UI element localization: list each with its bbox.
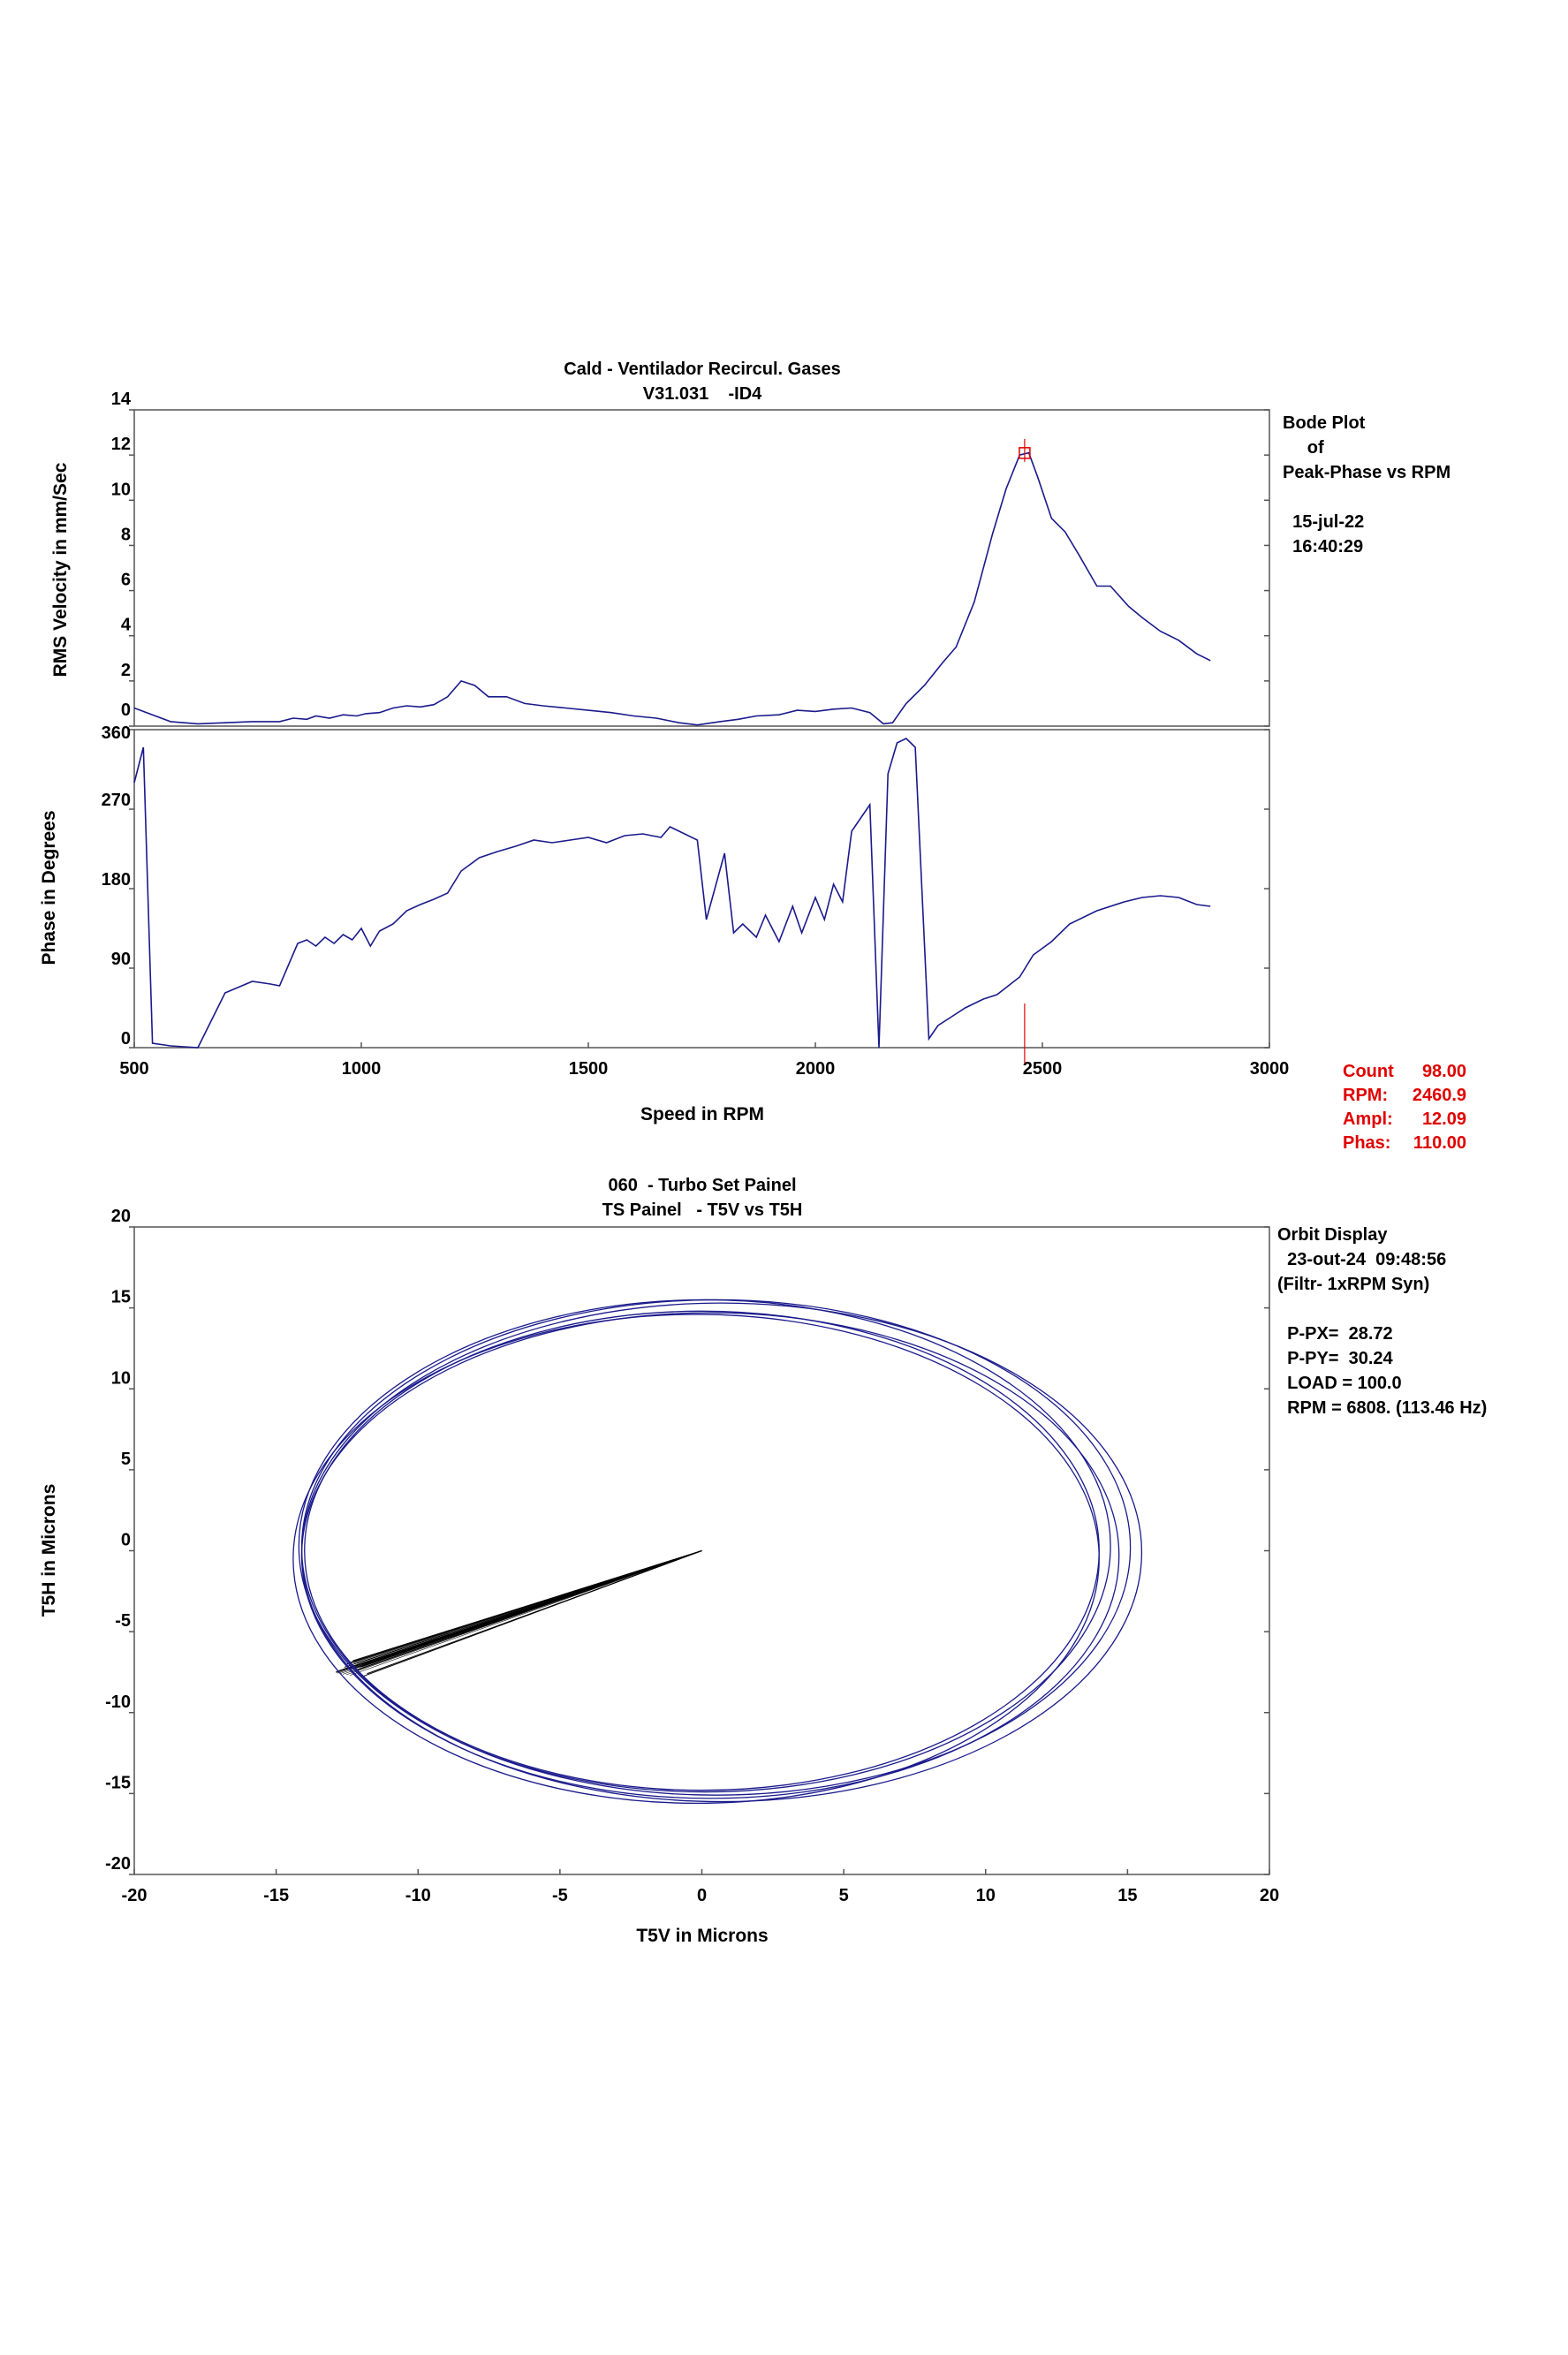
bode-info-line: 16:40:29 [1283, 537, 1363, 557]
phase-y-tick-label: 0 [121, 1029, 131, 1049]
bode-info-line: 15-jul-22 [1283, 512, 1364, 532]
amplitude-y-tick-label: 0 [121, 700, 131, 720]
amplitude-line [133, 451, 1211, 726]
orbit-info-panel: Orbit Display 23-out-24 09:48:56 (Filtr- … [1277, 1225, 1487, 1418]
cursor-marker [1019, 447, 1031, 459]
phase-y-ticks: 0 90 180 270 360 [102, 723, 1269, 1049]
bode-cursor [1019, 438, 1031, 1064]
amplitude-y-label: RMS Velocity in mm/Sec [50, 462, 71, 677]
orbit-vectors [335, 1550, 702, 1677]
bode-x-tick-label: 3000 [1250, 1059, 1290, 1079]
phase-trace [133, 738, 1211, 1049]
readout-value: 98.00 [1422, 1062, 1466, 1081]
readout-value: 2460.9 [1413, 1086, 1466, 1105]
readout-label: Count [1343, 1062, 1394, 1081]
readout-label: Phas: [1343, 1133, 1390, 1153]
bode-info-line: Peak-Phase vs RPM [1283, 463, 1451, 482]
phase-y-tick-label: 270 [102, 791, 131, 810]
orbit-info-line: (Filtr- 1xRPM Syn) [1277, 1275, 1429, 1294]
cursor-readout: Count 98.00 RPM: 2460.9 Ampl: 12.09 Phas: 110.0… [1343, 1062, 1466, 1153]
orbit-info-line: 23-out-24 09:48:56 [1277, 1250, 1446, 1269]
orbit-info-line: P-PY= 30.24 [1277, 1349, 1394, 1368]
orbit-vector-fan [342, 1550, 702, 1675]
orbit-info-line: Orbit Display [1277, 1225, 1388, 1245]
orbit-y-tick-label: 0 [121, 1531, 131, 1550]
orbit-vector-fan [345, 1550, 702, 1676]
readout-value: 110.00 [1413, 1133, 1466, 1153]
orbit-trace [300, 1312, 1120, 1799]
orbit-x-tick-label: -15 [263, 1886, 289, 1905]
amplitude-y-tick-label: 10 [111, 480, 131, 499]
orbit-y-tick-label: -15 [105, 1773, 131, 1792]
bode-x-tick-label: 1000 [342, 1059, 382, 1079]
orbit-y-tick-label: -5 [115, 1611, 131, 1631]
bode-plot: Cald - Ventilador Recircul. Gases V31.03… [39, 360, 1466, 1153]
orbit-vector-fan [349, 1550, 702, 1676]
phase-y-tick-label: 360 [102, 723, 131, 743]
orbit-info-line: LOAD = 100.0 [1277, 1374, 1402, 1393]
readout-label: RPM: [1343, 1086, 1388, 1105]
orbit-y-tick-label: 5 [121, 1450, 131, 1469]
orbit-title: 060 - Turbo Set Painel [608, 1176, 796, 1195]
bode-subtitle: V31.031 -ID4 [643, 384, 762, 404]
orbit-x-tick-label: -5 [552, 1886, 568, 1905]
orbit-vector-fan [350, 1550, 702, 1663]
amplitude-y-tick-label: 14 [111, 390, 132, 409]
orbit-y-label: T5H in Microns [39, 1484, 59, 1617]
orbit-plot: 060 - Turbo Set Painel TS Painel - T5V v… [39, 1176, 1487, 1946]
bode-x-tick-label: 1500 [569, 1059, 609, 1079]
bode-title: Cald - Ventilador Recircul. Gases [564, 360, 840, 379]
orbit-trace [298, 1299, 1111, 1793]
amplitude-y-tick-label: 12 [111, 435, 131, 454]
orbit-subtitle: TS Painel - T5V vs T5H [602, 1200, 803, 1220]
orbit-y-ticks: -20 -15 -10 -5 0 5 10 15 20 [105, 1207, 1269, 1875]
amplitude-y-tick-label: 6 [121, 571, 131, 590]
orbit-x-label: T5V in Microns [636, 1926, 768, 1946]
orbit-trace [300, 1299, 1132, 1796]
orbit-y-tick-label: 15 [111, 1288, 131, 1307]
orbit-y-tick-label: -20 [105, 1854, 131, 1874]
orbit-x-ticks: -20 -15 -10 -5 0 5 10 15 20 [122, 1869, 1279, 1905]
phase-y-tick-label: 90 [111, 950, 131, 969]
phase-y-label: Phase in Degrees [39, 810, 59, 965]
orbit-info-line: RPM = 6808. (113.46 Hz) [1277, 1398, 1487, 1418]
phase-y-tick-label: 180 [102, 870, 131, 890]
bode-x-tick-label: 2500 [1023, 1059, 1063, 1079]
orbit-x-tick-label: 15 [1117, 1886, 1137, 1905]
amplitude-y-tick-label: 4 [121, 616, 132, 635]
readout-value: 12.09 [1422, 1109, 1466, 1129]
orbit-traces [292, 1299, 1143, 1805]
phase-line [133, 738, 1211, 1049]
orbit-info-line: P-PX= 28.72 [1277, 1324, 1393, 1344]
amplitude-y-ticks: 0 2 4 6 8 10 12 14 [111, 390, 1269, 727]
amplitude-trace [133, 451, 1211, 726]
orbit-y-tick-label: 20 [111, 1207, 131, 1226]
orbit-trace [292, 1314, 1100, 1805]
bode-x-tick-label: 2000 [796, 1059, 836, 1079]
bode-x-tick-label: 500 [119, 1059, 148, 1079]
amplitude-y-tick-label: 8 [121, 525, 131, 544]
orbit-x-tick-label: 10 [976, 1886, 996, 1905]
orbit-trace [300, 1302, 1143, 1803]
bode-info-line: Bode Plot [1283, 413, 1366, 433]
phase-frame [133, 729, 1270, 1049]
orbit-y-tick-label: 10 [111, 1368, 131, 1388]
bode-x-ticks: 500 1000 1500 2000 2500 3000 [119, 1042, 1289, 1079]
orbit-x-tick-label: -10 [405, 1886, 431, 1905]
amplitude-y-tick-label: 2 [121, 661, 131, 680]
bode-x-label: Speed in RPM [640, 1104, 764, 1124]
orbit-vector [367, 1550, 702, 1675]
bode-info-line: of [1283, 438, 1324, 458]
readout-label: Ampl: [1343, 1109, 1393, 1129]
orbit-x-tick-label: 0 [697, 1886, 707, 1905]
orbit-x-tick-label: 5 [839, 1886, 849, 1905]
orbit-y-tick-label: -10 [105, 1692, 131, 1712]
orbit-x-tick-label: -20 [122, 1886, 148, 1905]
amplitude-frame [133, 409, 1270, 727]
orbit-x-tick-label: 20 [1260, 1886, 1279, 1905]
